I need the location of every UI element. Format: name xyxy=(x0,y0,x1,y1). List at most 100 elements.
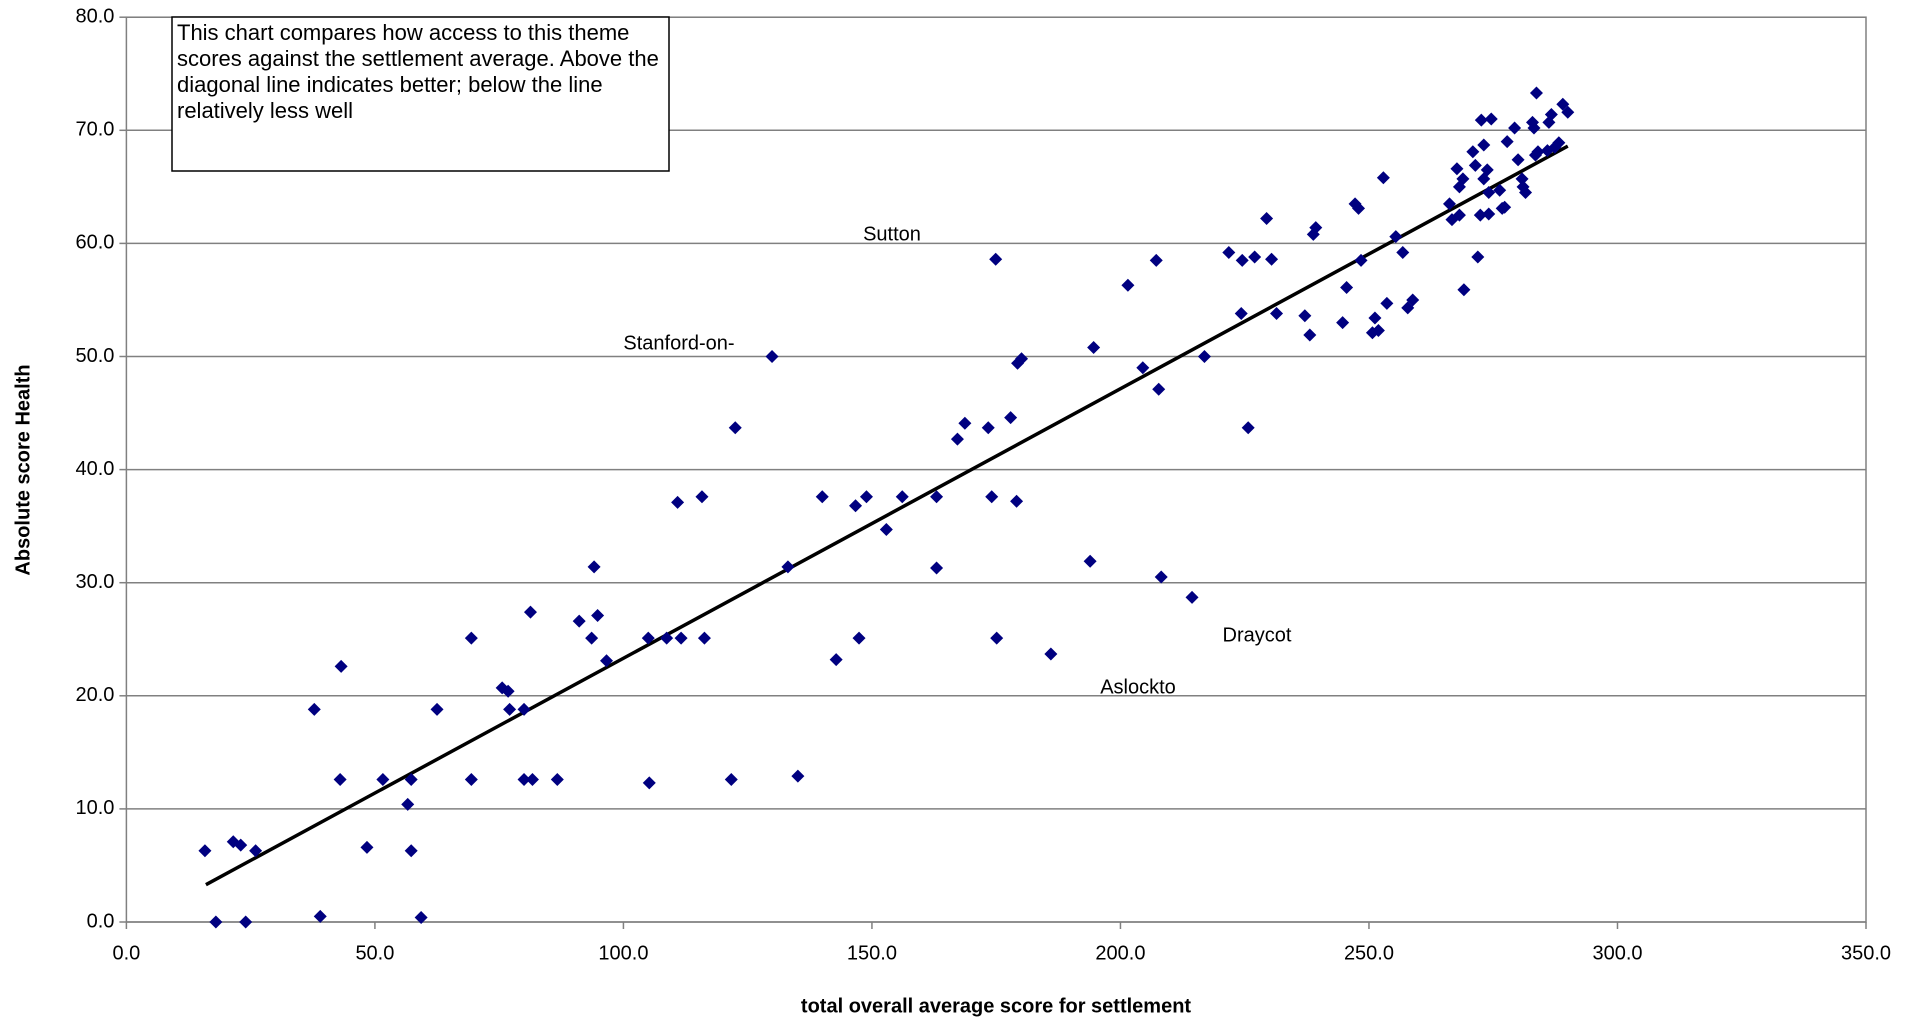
point xyxy=(958,416,972,430)
note-box xyxy=(171,16,670,172)
x-tick-label: 50.0 xyxy=(355,942,394,964)
point xyxy=(990,631,1004,645)
point xyxy=(1484,112,1498,126)
point xyxy=(1515,172,1529,186)
point xyxy=(1480,163,1494,177)
point xyxy=(334,659,348,673)
point xyxy=(671,495,685,509)
point xyxy=(1197,350,1211,363)
point xyxy=(765,350,779,363)
point xyxy=(728,421,742,435)
trend-line xyxy=(205,144,1569,887)
point xyxy=(674,631,688,645)
point xyxy=(1270,307,1284,321)
point xyxy=(1511,153,1525,167)
point xyxy=(1248,250,1262,264)
point xyxy=(1493,183,1507,197)
annotation: Sutton xyxy=(863,223,921,245)
point xyxy=(1004,411,1018,425)
x-tick-label: 300.0 xyxy=(1592,942,1642,964)
point xyxy=(525,772,539,786)
point xyxy=(1477,138,1491,152)
point xyxy=(1508,121,1522,135)
point xyxy=(523,605,537,619)
x-tick-label: 100.0 xyxy=(598,942,648,964)
point xyxy=(1260,212,1274,226)
point xyxy=(1396,245,1410,259)
point xyxy=(550,772,564,786)
point xyxy=(1471,250,1485,264)
point xyxy=(198,844,212,858)
annotation: Draycot xyxy=(1223,624,1292,646)
point xyxy=(307,702,321,716)
point xyxy=(234,838,248,852)
point xyxy=(404,844,418,858)
y-tick-label: 10.0 xyxy=(75,797,114,819)
point xyxy=(829,653,843,667)
point xyxy=(585,631,599,645)
point xyxy=(239,915,253,929)
point xyxy=(1527,121,1541,135)
x-tick-label: 0.0 xyxy=(112,942,140,964)
point xyxy=(642,776,656,790)
point xyxy=(517,702,531,716)
point xyxy=(724,772,738,786)
point xyxy=(1450,162,1464,176)
x-tick-label: 350.0 xyxy=(1841,942,1891,964)
point xyxy=(1222,245,1236,259)
point xyxy=(852,631,866,645)
x-tick-label: 250.0 xyxy=(1344,942,1394,964)
point xyxy=(1121,278,1135,292)
point xyxy=(1371,323,1385,337)
point xyxy=(1235,253,1249,267)
point xyxy=(517,772,531,786)
point xyxy=(1456,172,1470,186)
point xyxy=(1087,340,1101,354)
point xyxy=(572,614,586,628)
point xyxy=(1011,356,1025,370)
point xyxy=(464,772,478,786)
point xyxy=(1298,309,1312,323)
point xyxy=(1136,361,1150,375)
point xyxy=(1154,570,1168,584)
point xyxy=(1474,113,1488,127)
point xyxy=(781,560,795,574)
point xyxy=(1303,328,1317,342)
point xyxy=(695,490,709,504)
annotation: Aslockto xyxy=(1100,676,1176,698)
point xyxy=(1519,186,1533,200)
point xyxy=(859,490,873,504)
point xyxy=(1406,293,1420,307)
y-tick-label: 0.0 xyxy=(87,910,115,932)
point xyxy=(1352,201,1366,215)
point xyxy=(1482,186,1496,200)
point xyxy=(1500,135,1514,149)
point xyxy=(1340,281,1354,295)
point xyxy=(587,560,601,574)
point xyxy=(1354,253,1368,267)
point xyxy=(1015,352,1029,366)
point xyxy=(1529,86,1543,100)
point xyxy=(1044,647,1058,661)
y-tick-label: 30.0 xyxy=(75,571,114,593)
point xyxy=(1380,296,1394,310)
point xyxy=(641,631,655,645)
note-container: This chart compares how access to this t… xyxy=(177,20,659,123)
point xyxy=(1152,382,1166,396)
point xyxy=(697,631,711,645)
y-tick-label: 40.0 xyxy=(75,458,114,480)
y-tick-label: 20.0 xyxy=(75,684,114,706)
point xyxy=(501,684,515,698)
point xyxy=(930,561,944,575)
point xyxy=(600,654,614,668)
point xyxy=(591,608,605,622)
point xyxy=(791,769,805,783)
point xyxy=(895,490,909,504)
point xyxy=(1309,221,1323,235)
point xyxy=(503,702,517,716)
point xyxy=(1544,107,1558,121)
point xyxy=(1482,207,1496,221)
point xyxy=(1552,136,1566,150)
point xyxy=(849,499,863,513)
